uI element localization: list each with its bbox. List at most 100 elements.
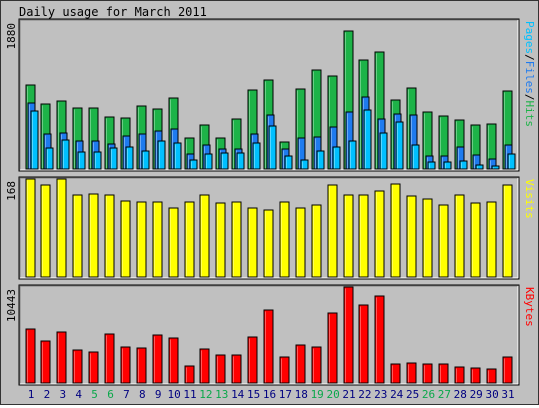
visits-bar — [279, 201, 290, 278]
series-label-part: Pages — [523, 21, 536, 54]
visits-bar — [184, 201, 195, 278]
pages-bar — [204, 153, 213, 170]
panel-kbytes-ymax-label: 10443 — [5, 289, 18, 322]
kbytes-bar — [343, 286, 354, 384]
pages-bar — [45, 147, 54, 170]
x-tick-label: 28 — [454, 388, 467, 401]
kbytes-bar — [502, 356, 513, 384]
visits-bar — [390, 183, 401, 278]
visits-bar — [470, 202, 481, 278]
kbytes-bar — [327, 312, 338, 384]
x-tick-label: 5 — [91, 388, 98, 401]
kbytes-bar — [422, 363, 433, 384]
x-tick-label: 31 — [501, 388, 514, 401]
pages-bar — [316, 150, 325, 170]
kbytes-bar — [247, 336, 258, 384]
series-label-part: Files — [523, 61, 536, 94]
x-tick-label: 26 — [422, 388, 435, 401]
panel-hits-series-label: Pages/Files/Hits — [523, 21, 536, 127]
panel-visits: 168 Visits — [5, 176, 536, 280]
x-tick-label: 27 — [438, 388, 451, 401]
pages-bar — [157, 140, 166, 170]
series-label-part: / — [523, 54, 536, 61]
kbytes-bar — [358, 304, 369, 384]
pages-bar — [236, 152, 245, 170]
series-pages — [30, 109, 516, 170]
visits-bar — [215, 202, 226, 278]
kbytes-bar — [199, 348, 210, 384]
pages-bar — [284, 155, 293, 170]
visits-bar — [120, 200, 131, 278]
visits-bar — [40, 184, 51, 278]
x-tick-label: 11 — [183, 388, 196, 401]
x-tick-label: 13 — [215, 388, 228, 401]
visits-bar — [438, 204, 449, 278]
visits-bar — [25, 178, 36, 278]
visits-bar — [327, 184, 338, 278]
pages-bar — [125, 146, 134, 170]
pages-bar — [427, 161, 436, 170]
visits-bar — [199, 194, 210, 278]
kbytes-bar — [40, 340, 51, 384]
kbytes-bar — [72, 349, 83, 384]
x-tick-label: 14 — [231, 388, 245, 401]
visits-bar — [104, 194, 115, 278]
x-tick-label: 1 — [28, 388, 35, 401]
x-tick-label: 29 — [470, 388, 483, 401]
x-tick-label: 4 — [75, 388, 82, 401]
kbytes-bar — [88, 351, 99, 384]
visits-bar — [343, 194, 354, 278]
kbytes-bar — [374, 295, 385, 384]
panel-kbytes: 10443 KBytes — [5, 284, 536, 386]
pages-bar — [252, 142, 261, 170]
kbytes-bar — [168, 337, 179, 384]
pages-bar — [332, 146, 341, 170]
x-tick-label: 20 — [326, 388, 339, 401]
pages-bar — [475, 164, 484, 170]
kbytes-bar — [470, 367, 481, 384]
panel-visits-series-label: Visits — [523, 179, 536, 219]
kbytes-bar — [454, 366, 465, 384]
panel-kbytes-series-label: KBytes — [523, 287, 536, 327]
x-tick-label: 6 — [107, 388, 114, 401]
kbytes-bar — [136, 347, 147, 384]
x-tick-label: 2 — [44, 388, 51, 401]
x-tick-label: 9 — [155, 388, 162, 401]
x-tick-label: 8 — [139, 388, 146, 401]
visits-bar — [168, 207, 179, 278]
visits-bar — [454, 194, 465, 278]
visits-bar — [247, 207, 258, 278]
series-label-part: Hits — [523, 101, 536, 128]
visits-bar — [502, 184, 513, 278]
panel-hits: 1880 Pages/Files/Hits — [5, 18, 536, 172]
pages-bar — [300, 159, 309, 170]
x-tick-label: 30 — [485, 388, 498, 401]
visits-bar — [72, 194, 83, 278]
kbytes-bar — [295, 344, 306, 384]
x-tick-label: 17 — [279, 388, 292, 401]
x-tick-label: 22 — [358, 388, 371, 401]
visits-bar — [56, 178, 67, 278]
visits-bar — [311, 204, 322, 278]
x-tick-label: 10 — [167, 388, 180, 401]
visits-bar — [136, 201, 147, 278]
series-label-part: Visits — [523, 179, 536, 219]
kbytes-bar — [184, 365, 195, 384]
series-kbytes — [25, 286, 513, 384]
pages-bar — [141, 150, 150, 170]
pages-bar — [507, 153, 516, 170]
panel-hits-ymax-label: 1880 — [5, 23, 18, 50]
kbytes-bar — [56, 331, 67, 384]
visits-bar — [152, 201, 163, 278]
kbytes-bar — [390, 363, 401, 384]
visits-bar — [358, 194, 369, 278]
pages-bar — [109, 147, 118, 170]
kbytes-bar — [486, 368, 497, 384]
kbytes-bar — [25, 328, 36, 384]
pages-bar — [93, 151, 102, 170]
chart-title: Daily usage for March 2011 — [19, 5, 207, 19]
kbytes-bar — [311, 346, 322, 384]
x-tick-label: 7 — [123, 388, 130, 401]
pages-bar — [268, 125, 277, 170]
